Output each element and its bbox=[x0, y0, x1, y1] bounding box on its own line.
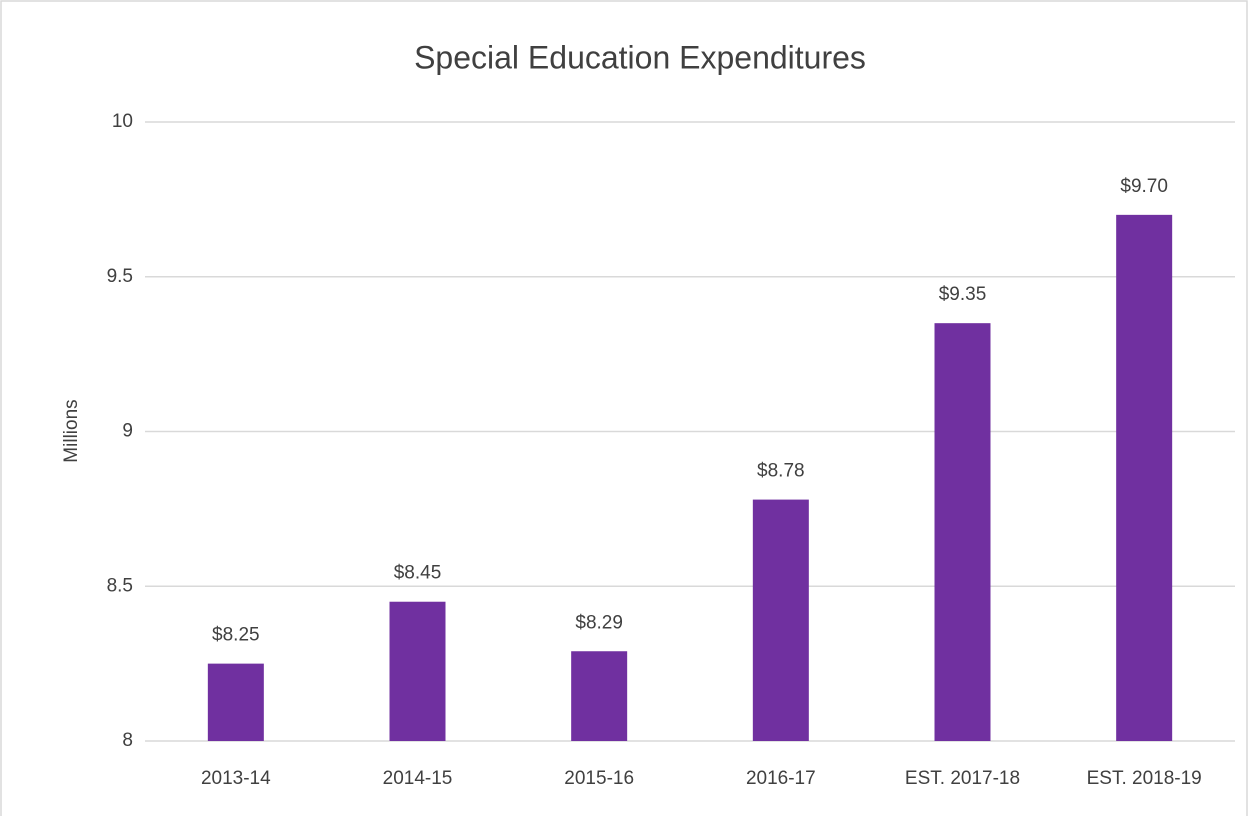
x-tick-label: 2015-16 bbox=[564, 768, 634, 789]
x-tick-label: EST. 2017-18 bbox=[905, 768, 1020, 789]
data-label: $9.70 bbox=[1120, 176, 1168, 197]
x-tick-label: 2016-17 bbox=[746, 768, 816, 789]
data-label: $9.35 bbox=[939, 284, 987, 305]
data-label: $8.45 bbox=[394, 563, 442, 584]
data-label: $8.25 bbox=[212, 625, 260, 646]
y-tick-label: 10 bbox=[112, 111, 133, 132]
data-label: $8.29 bbox=[575, 612, 623, 633]
y-tick-label: 9 bbox=[122, 421, 133, 442]
y-axis-label: Millions bbox=[61, 399, 82, 462]
x-tick-label: EST. 2018-19 bbox=[1087, 768, 1202, 789]
x-tick-label: 2013-14 bbox=[201, 768, 271, 789]
bar bbox=[934, 323, 991, 741]
y-tick-label: 8 bbox=[122, 730, 133, 751]
bar bbox=[571, 651, 628, 741]
y-tick-label: 8.5 bbox=[107, 575, 133, 596]
bar bbox=[1116, 214, 1173, 742]
bar bbox=[389, 601, 446, 741]
y-tick-label: 9.5 bbox=[107, 266, 133, 287]
bar bbox=[752, 499, 809, 741]
chart-title: Special Education Expenditures bbox=[414, 39, 866, 75]
bar bbox=[207, 663, 264, 741]
x-tick-label: 2014-15 bbox=[383, 768, 453, 789]
data-label: $8.78 bbox=[757, 461, 805, 482]
